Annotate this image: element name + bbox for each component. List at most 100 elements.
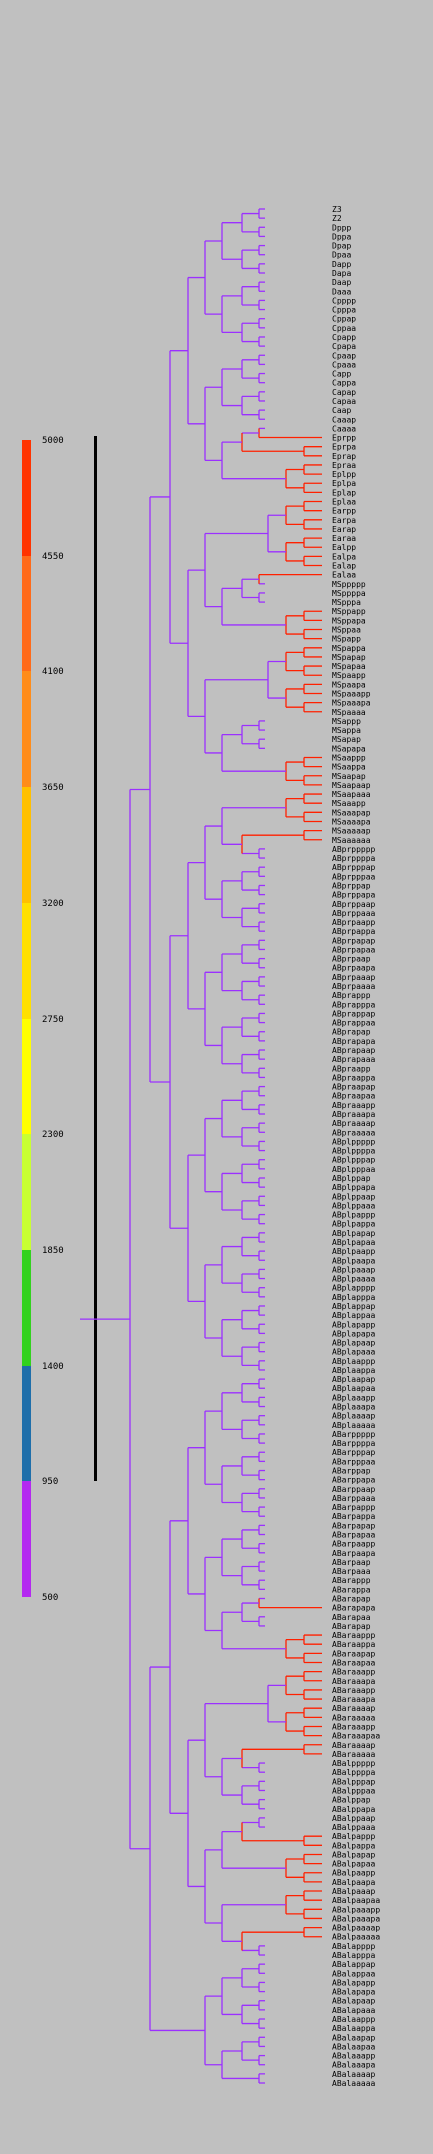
leaf-label: ABarppppa — [332, 1439, 376, 1448]
leaf-label: ABarpppap — [332, 1448, 376, 1457]
leaf-label: ABarapap — [332, 1622, 371, 1631]
leaf-label: ABarappp — [332, 1576, 371, 1585]
leaf-label: Epraa — [332, 461, 356, 470]
leaf-label: MSaaapp — [332, 799, 366, 808]
leaf-label: Ealpp — [332, 543, 356, 552]
leaf-label: ABplppap — [332, 1174, 371, 1183]
leaf-label: MSpappa — [332, 644, 366, 653]
leaf-label: ABprpaapa — [332, 964, 376, 973]
leaf-label: MSpaaaa — [332, 708, 366, 717]
leaf-label: ABalapppp — [332, 1942, 376, 1951]
leaf-label: ABplpaaaa — [332, 1275, 376, 1284]
leaf-label: ABprapppa — [332, 1000, 376, 1009]
leaf-label: ABarpapap — [332, 1521, 376, 1530]
leaf-label: MSpapaa — [332, 662, 366, 671]
leaf-label: Eplap — [332, 488, 356, 497]
leaf-label: ABplapppp — [332, 1284, 376, 1293]
leaf-label: Cpppp — [332, 296, 356, 305]
leaf-label: ABarapapa — [332, 1604, 376, 1613]
leaf-label: Eprpp — [332, 434, 356, 443]
leaf-label: ABalpaaaaa — [332, 1933, 380, 1942]
legend-color-segment — [22, 671, 31, 788]
leaf-label: ABalpapaa — [332, 1860, 376, 1869]
leaf-label: ABarppaap — [332, 1485, 376, 1494]
leaf-label: ABalppap — [332, 1796, 371, 1805]
leaf-label: Eplpp — [332, 470, 356, 479]
leaf-label: MSapap — [332, 735, 361, 744]
leaf-label: ABaraappp — [332, 1631, 376, 1640]
leaf-label: ABplapapp — [332, 1320, 376, 1329]
leaf-label: ABaraaapaa — [332, 1732, 380, 1741]
leaf-label: ABalaapaa — [332, 2042, 376, 2051]
leaf-label: ABprppaaa — [332, 909, 376, 918]
leaf-label: ABplpppap — [332, 1156, 376, 1165]
leaf-label: Daaa — [332, 287, 351, 296]
leaf-label: ABplppaap — [332, 1192, 376, 1201]
leaf-label: ABalpaapaa — [332, 1896, 380, 1905]
leaf-label: MSaapaaa — [332, 790, 371, 799]
leaf-label: ABprpaaaa — [332, 982, 376, 991]
leaf-label: MSpaapa — [332, 680, 366, 689]
leaf-label: ABalaaapp — [332, 2052, 376, 2061]
leaf-label: Caap — [332, 406, 351, 415]
leaf-label: ABprapaap — [332, 1046, 376, 1055]
leaf-label: ABplaapaa — [332, 1384, 376, 1393]
leaf-label: MSaappa — [332, 763, 366, 772]
leaf-label: ABalaaaaa — [332, 2079, 376, 2088]
legend-color-segment — [22, 1481, 31, 1598]
leaf-label: ABprpaapp — [332, 918, 376, 927]
leaf-label: ABprppapa — [332, 891, 376, 900]
leaf-label: ABplaaaaa — [332, 1421, 376, 1430]
legend-tick-label: 500 — [42, 1593, 59, 1603]
leaf-label: ABalappaa — [332, 1969, 376, 1978]
leaf-label: MSppppp — [332, 580, 366, 589]
leaf-label: ABplapaaa — [332, 1348, 376, 1357]
leaf-label: ABalppaap — [332, 1814, 376, 1823]
leaf-label: Cpapp — [332, 333, 356, 342]
leaf-label: MSaaaaap — [332, 827, 371, 836]
leaf-label: ABalpaaap — [332, 1887, 376, 1896]
leaf-label: ABplppapa — [332, 1183, 376, 1192]
leaf-label: ABprappaa — [332, 1019, 376, 1028]
leaf-label: ABplppppa — [332, 1147, 376, 1156]
leaf-label: MSaapaap — [332, 781, 371, 790]
leaf-label: ABalapppa — [332, 1951, 376, 1960]
leaf-label: ABpraaapa — [332, 1110, 376, 1119]
leaf-label: ABplppppp — [332, 1137, 376, 1146]
leaf-label: ABplpaapa — [332, 1256, 376, 1265]
legend-color-segment — [22, 902, 31, 1019]
leaf-label: ABalppppp — [332, 1759, 376, 1768]
leaf-label: Eplpa — [332, 479, 356, 488]
leaf-label: ABarpappa — [332, 1512, 376, 1521]
leaf-label: Eprpa — [332, 443, 356, 452]
time-color-legend: 5000 4550 4100 3650 3200 2750 2300 1850 1400 950 5… — [0, 0, 80, 2154]
leaf-label: ABpraapp — [332, 1064, 371, 1073]
leaf-label: ABaraaapp — [332, 1686, 376, 1695]
leaf-label: Dpap — [332, 242, 351, 251]
leaf-label: ABalapapp — [332, 1978, 376, 1987]
leaf-label: ABpraaaaa — [332, 1128, 376, 1137]
leaf-label: ABaraapaa — [332, 1658, 376, 1667]
leaf-label: ABprppaap — [332, 900, 376, 909]
leaf-label: MSappp — [332, 717, 361, 726]
leaf-label: ABplpapap — [332, 1229, 376, 1238]
leaf-label: ABplpappp — [332, 1211, 376, 1220]
leaf-label: ABalpppaa — [332, 1786, 376, 1795]
legend-color-segment — [22, 787, 31, 904]
leaf-label: ABarppap — [332, 1467, 371, 1476]
leaf-label: ABalpaapa — [332, 1878, 376, 1887]
leaf-label: ABarpaapa — [332, 1549, 376, 1558]
leaf-label: ABaraaapp — [332, 1722, 376, 1731]
leaf-label: ABalapaap — [332, 1997, 376, 2006]
leaf-label: Cppaa — [332, 324, 356, 333]
leaf-label: ABpraapaa — [332, 1092, 376, 1101]
leaf-label: Ealpa — [332, 552, 356, 561]
leaf-label: ABprppppa — [332, 854, 376, 863]
leaf-label: ABalpppap — [332, 1777, 376, 1786]
leaf-label: MSaapap — [332, 772, 366, 781]
leaf-label: MSappa — [332, 726, 361, 735]
leaf-label: Earap — [332, 525, 356, 534]
leaf-label: ABplppaaa — [332, 1201, 376, 1210]
